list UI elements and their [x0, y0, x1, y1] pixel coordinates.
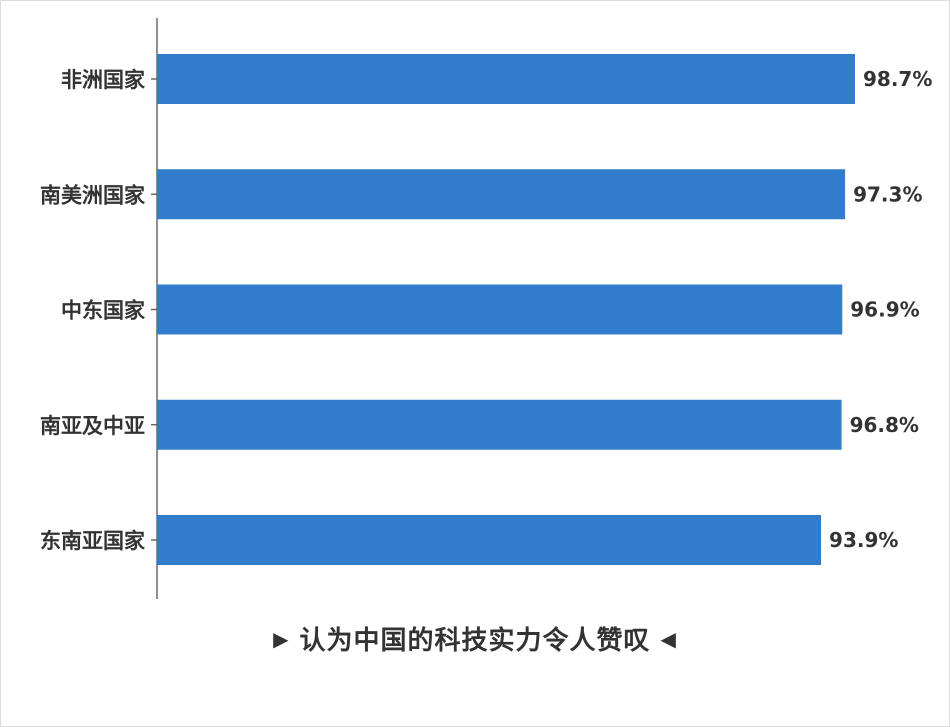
chart-caption: ▶ 认为中国的科技实力令人赞叹 ◀ — [0, 620, 950, 657]
right-triangle-icon: ▶ — [273, 627, 290, 651]
left-triangle-icon: ◀ — [660, 627, 677, 651]
bar — [157, 399, 842, 450]
value-label: 96.9% — [850, 298, 919, 322]
value-label: 93.9% — [829, 528, 898, 552]
bar — [157, 515, 822, 565]
value-label: 97.3% — [853, 182, 922, 206]
value-label: 98.7% — [863, 67, 932, 91]
category-label: 中东国家 — [61, 299, 146, 323]
bar — [157, 169, 846, 220]
category-label: 南美洲国家 — [40, 183, 146, 207]
value-label: 96.8% — [850, 413, 919, 437]
category-label: 非洲国家 — [61, 68, 146, 92]
category-label: 南亚及中亚 — [40, 414, 145, 438]
bar — [157, 54, 855, 104]
bar — [157, 284, 843, 335]
caption-text: 认为中国的科技实力令人赞叹 — [299, 626, 651, 656]
category-label: 东南亚国家 — [40, 529, 146, 553]
